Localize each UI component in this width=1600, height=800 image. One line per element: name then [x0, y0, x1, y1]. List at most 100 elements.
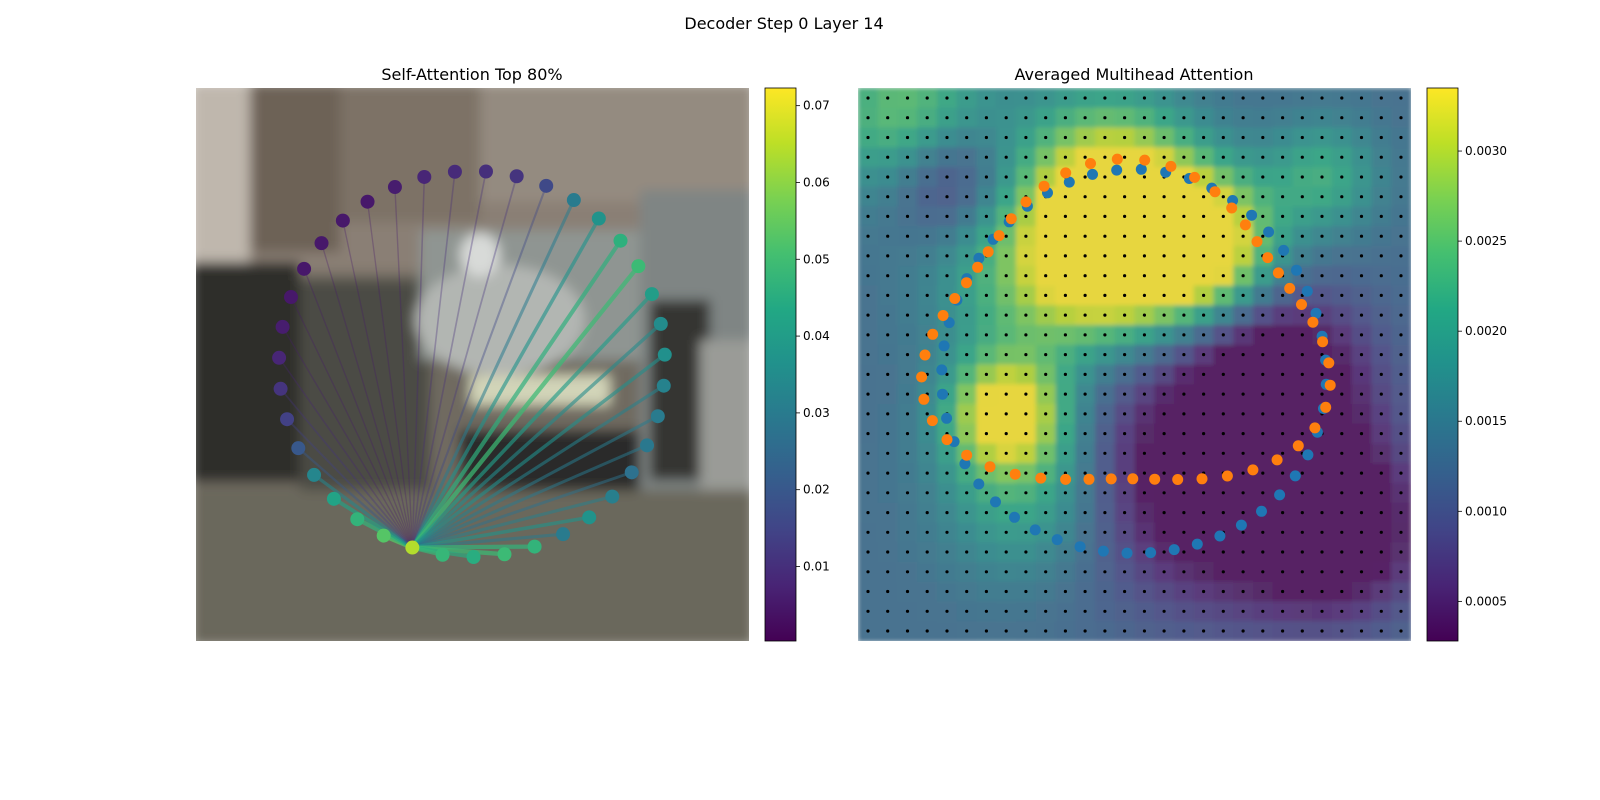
grid-dot [1359, 451, 1364, 455]
grid-dot [925, 293, 929, 297]
contour-point [591, 211, 606, 226]
series-point [1139, 154, 1151, 166]
grid-dot [1044, 412, 1048, 416]
series-point [1060, 473, 1072, 485]
grid-dot [1261, 412, 1265, 416]
grid-dot [1123, 372, 1127, 376]
colorbar-tick-label: 0.07 [803, 99, 830, 113]
grid-dot [984, 570, 989, 574]
grid-dot [1340, 135, 1344, 140]
grid-dot [965, 629, 969, 633]
grid-dot [1399, 155, 1403, 159]
grid-dot [1261, 451, 1265, 455]
grid-dot [1103, 412, 1107, 416]
colorbar-tick-label: 0.02 [803, 483, 830, 497]
grid-dot [1202, 629, 1206, 633]
colorbar-gradient [1426, 87, 1459, 642]
grid-dot [1123, 254, 1127, 258]
grid-dot [1202, 589, 1206, 594]
grid-dot [925, 570, 929, 574]
grid-dot [1359, 274, 1364, 278]
grid-dot [1261, 214, 1265, 218]
grid-dot [1241, 135, 1245, 140]
grid-dot [1123, 293, 1127, 297]
grid-dot [1103, 333, 1107, 337]
series-point [937, 310, 949, 321]
grid-dot [1004, 510, 1008, 515]
grid-dot [1241, 293, 1245, 297]
grid-dot [925, 471, 929, 475]
grid-dot [1300, 432, 1304, 436]
grid-dot [1399, 254, 1403, 258]
series-point [1251, 236, 1263, 248]
grid-dot [1182, 471, 1186, 475]
grid-dot [945, 550, 949, 554]
grid-dot [1004, 570, 1008, 574]
grid-dot [1281, 530, 1285, 534]
series-point [1317, 336, 1329, 348]
grid-dot [1182, 609, 1186, 613]
grid-dot [1063, 471, 1067, 475]
grid-dot [905, 96, 910, 100]
grid-dot [1063, 372, 1067, 376]
grid-dot [984, 451, 989, 455]
grid-dot [1004, 550, 1008, 554]
grid-dot [1202, 274, 1206, 278]
grid-dot [1142, 372, 1146, 376]
grid-dot [1142, 629, 1146, 633]
grid-dot [1103, 629, 1107, 633]
grid-dot [1044, 274, 1048, 278]
grid-dot [1281, 313, 1285, 317]
grid-dot [1024, 471, 1028, 475]
grid-dot [905, 570, 910, 574]
grid-dot [1379, 234, 1383, 238]
grid-dot [1024, 510, 1028, 515]
grid-dot [1024, 589, 1028, 594]
grid-dot [866, 175, 870, 179]
grid-dot [1261, 333, 1265, 337]
grid-dot [1281, 116, 1285, 120]
grid-dot [1142, 116, 1146, 120]
grid-dot [1221, 510, 1225, 515]
grid-dot [1004, 432, 1008, 436]
attention-link [366, 201, 414, 549]
grid-dot [1162, 254, 1166, 258]
attention-link [410, 384, 666, 550]
grid-dot [886, 96, 890, 100]
grid-dot [1162, 353, 1166, 357]
contour-point [326, 491, 341, 506]
photo-overlay [858, 88, 1411, 641]
grid-dot [1281, 353, 1285, 357]
grid-dot [886, 293, 890, 297]
grid-dot [905, 589, 910, 594]
grid-dot [1399, 570, 1403, 574]
grid-dot [1063, 491, 1067, 495]
grid-dot [1320, 254, 1324, 258]
contour-point [613, 233, 628, 248]
series-point [1274, 489, 1286, 501]
grid-dot [1399, 392, 1403, 396]
grid-dot [905, 214, 910, 218]
attention-link [411, 184, 548, 549]
grid-dot [945, 293, 949, 297]
grid-dot [1063, 432, 1067, 436]
grid-dot [1399, 412, 1403, 416]
grid-dot [1024, 274, 1028, 278]
series-point [1009, 511, 1020, 523]
grid-dot [1103, 510, 1107, 515]
grid-dot [1379, 570, 1383, 574]
grid-dot [886, 392, 890, 396]
contour-point [280, 412, 295, 427]
grid-dot [1162, 432, 1166, 436]
grid-dot [1261, 353, 1265, 357]
grid-dot [1202, 214, 1206, 218]
grid-dot [1241, 234, 1245, 238]
grid-dot [1103, 609, 1107, 613]
grid-dot [1182, 570, 1186, 574]
grid-dot [1142, 254, 1146, 258]
grid-dot [1083, 135, 1087, 140]
grid-dot [1379, 274, 1383, 278]
grid-dot [1182, 254, 1186, 258]
colorbar-tick-label: 0.04 [803, 329, 830, 343]
grid-dot [1063, 333, 1067, 337]
